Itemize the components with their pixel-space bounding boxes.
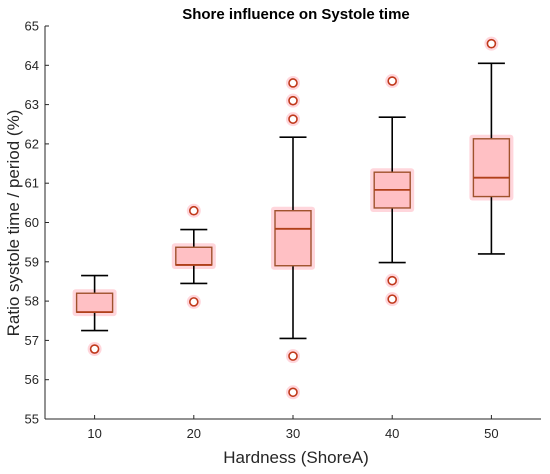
x-tick-label: 50: [484, 426, 498, 441]
outlier-point: [387, 275, 398, 286]
x-tick-label: 10: [87, 426, 101, 441]
box-group-30: [271, 75, 315, 400]
y-tick-label: 65: [25, 19, 39, 34]
y-tick-label: 58: [25, 294, 39, 309]
outlier-point: [288, 387, 298, 398]
tick-labels: 55 56 57 58 59 60 61 62 63 64 65 10 20 30 40 50: [25, 19, 499, 442]
outlier-point: [387, 76, 398, 86]
outlier-point: [189, 297, 199, 307]
y-tick-label: 55: [25, 412, 39, 427]
y-tick-label: 61: [25, 176, 39, 191]
y-axis-label: Ratio systole time / period (%): [4, 110, 23, 337]
plot-area: [72, 36, 514, 400]
outlier-point: [89, 344, 100, 354]
x-tick-label: 20: [187, 426, 201, 441]
box: [274, 210, 312, 267]
outlier-point: [387, 294, 398, 304]
box-group-20: [171, 203, 216, 309]
y-tick-label: 57: [25, 333, 39, 348]
y-tick-label: 63: [25, 97, 39, 112]
y-tick-label: 60: [25, 215, 39, 230]
box-group-10: [72, 274, 117, 357]
outlier-point: [288, 114, 298, 124]
chart-title: Shore influence on Systole time: [182, 6, 410, 23]
y-tick-label: 56: [25, 372, 39, 387]
y-tick-label: 62: [25, 136, 39, 151]
outlier-point: [486, 38, 497, 49]
box-group-50: [469, 36, 514, 255]
y-tick-label: 59: [25, 254, 39, 269]
y-tick-label: 64: [25, 58, 39, 73]
outlier-point: [288, 351, 298, 361]
box: [175, 246, 213, 266]
box-group-40: [370, 74, 415, 307]
x-tick-label: 30: [286, 426, 300, 441]
x-axis-label: Hardness (ShoreA): [223, 448, 369, 467]
outlier-point: [189, 205, 199, 216]
x-tick-label: 40: [385, 426, 399, 441]
outlier-point: [288, 78, 298, 88]
box: [472, 138, 511, 198]
box: [75, 292, 114, 313]
outlier-point: [288, 95, 298, 106]
